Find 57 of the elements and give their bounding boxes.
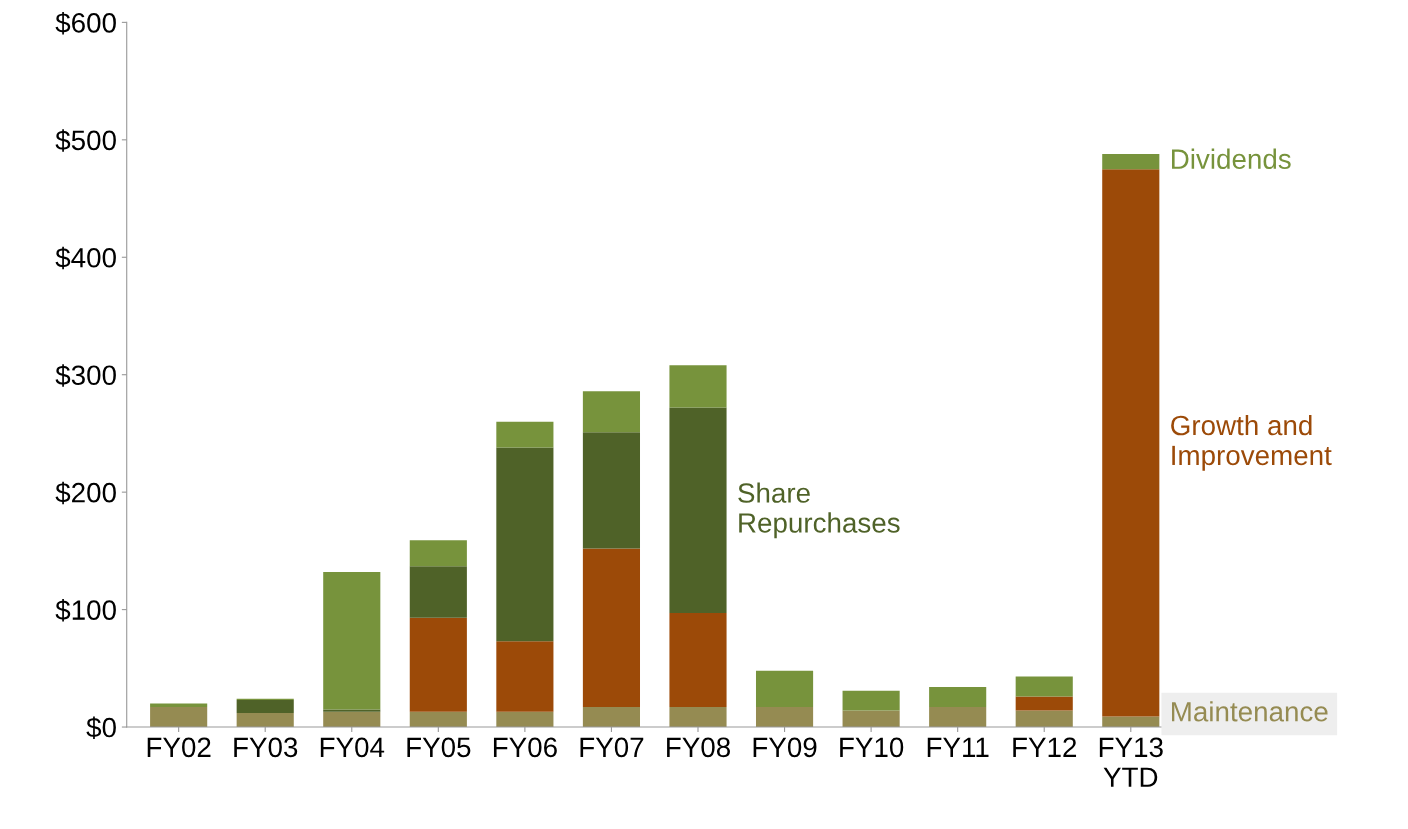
y-tick-label: $0 [86,716,116,740]
x-tick-label: FY05 [407,737,471,758]
bar [236,700,294,713]
y-tick-label: $600 [55,11,116,35]
bar [582,391,641,433]
series-label: Growth and Improvement [1171,414,1332,471]
bar [1102,169,1160,717]
bar [323,572,381,710]
bar [496,641,554,712]
bar [496,447,554,642]
x-tick-label: FY13 YTD [1099,737,1163,787]
bar [669,613,727,708]
y-tick-label: $300 [55,364,116,387]
series-label: Share Repurchases [738,482,900,539]
bar [929,707,987,728]
x-tick-label: FY07 [580,737,644,758]
series-label: Dividends [1172,148,1291,170]
y-tick-label: $500 [55,129,116,152]
x-tick-label: FY02 [147,737,211,758]
bar [409,540,467,567]
bar [409,711,467,728]
bar [1015,696,1073,711]
x-tick-label: FY06 [493,737,557,758]
bar [1015,676,1073,697]
bar [842,710,900,728]
bar [582,432,641,549]
x-tick-label: FY09 [753,737,817,758]
bar [1102,716,1160,728]
bar [236,712,294,728]
bar [582,548,641,708]
x-tick-label: FY03 [234,737,298,758]
bar [755,670,814,708]
x-tick-label: FY04 [320,737,385,758]
bar [323,709,381,712]
bar [842,690,900,711]
bar [323,711,381,728]
y-tick-label: $100 [55,599,116,622]
y-tick-label: $200 [55,481,116,505]
bar [496,711,554,728]
bar [669,707,727,728]
bar [669,365,727,408]
bar [582,707,641,728]
x-tick-label: FY10 [840,737,904,758]
x-tick-label: FY08 [667,737,730,758]
bar [1015,710,1073,728]
bar [929,687,987,708]
bar [755,707,814,728]
x-tick-label: FY12 [1013,737,1077,757]
y-tick-label: $400 [55,246,116,270]
bar [496,421,554,448]
series-label: Maintenance [1172,701,1328,722]
bar [1102,153,1160,170]
bar [669,407,727,614]
bar [409,617,467,712]
x-tick-label: FY11 [927,737,989,757]
bar [409,566,467,618]
bar [150,707,208,728]
